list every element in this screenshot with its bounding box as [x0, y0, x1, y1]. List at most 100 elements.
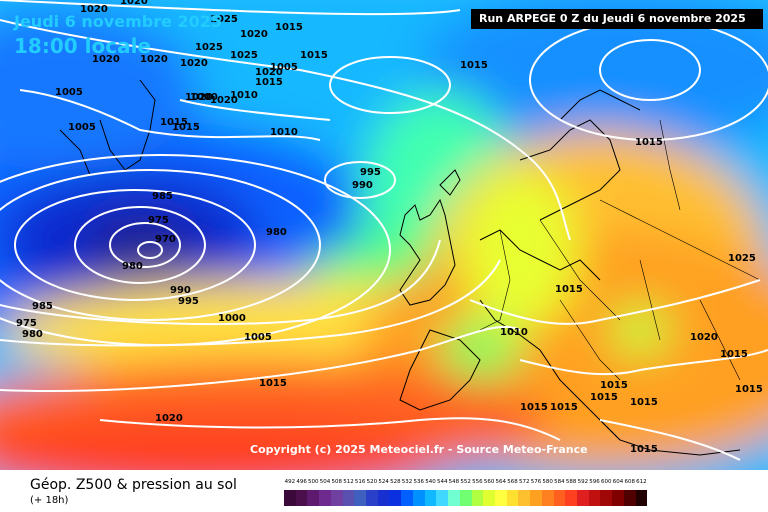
isobar-label: 1020 [140, 54, 168, 65]
legend-swatch [389, 490, 402, 506]
isobar-label: 1020 [120, 0, 148, 7]
forecast-date: Jeudi 6 novembre 2025 [14, 12, 223, 31]
legend-swatch [565, 490, 577, 506]
legend-swatch [623, 490, 636, 506]
legend-value: 500 [308, 479, 319, 485]
isobars [0, 0, 768, 460]
legend-swatch [295, 490, 308, 506]
isobar-label: 1005 [55, 87, 83, 98]
legend-value: 580 [542, 479, 553, 485]
isobar-label: 1015 [630, 444, 658, 455]
isobar-label: 1005 [244, 332, 272, 343]
legend-value: 604 [612, 479, 624, 485]
legend-swatch [588, 490, 601, 506]
isobar-label: 980 [266, 227, 287, 238]
legend-swatch [284, 490, 296, 506]
legend-swatch [471, 490, 484, 506]
isobar-label: 1020 [255, 67, 283, 78]
isobar-label: 1005 [270, 62, 298, 73]
legend-value: 528 [390, 479, 401, 485]
isobar-label: 1025 [728, 253, 756, 264]
legend-value: 532 [401, 479, 413, 485]
legend-value: 520 [366, 479, 378, 485]
legend-value: 524 [378, 479, 389, 485]
legend-swatch [330, 490, 343, 506]
legend-value: 508 [331, 479, 342, 485]
legend-value: 608 [624, 479, 635, 485]
isobar-label: 1020 [185, 92, 213, 103]
isobar-label: 990 [352, 180, 373, 191]
isobar-label: 1015 [172, 122, 200, 133]
isobar-label: 1015 [720, 349, 748, 360]
isobar-label: 1015 [590, 392, 618, 403]
isobar-label: 985 [152, 191, 173, 202]
isobar-label: 1015 [735, 384, 763, 395]
legend-value: 552 [460, 479, 471, 485]
legend-swatch [366, 490, 378, 506]
isobar-label: 1020 [180, 58, 208, 69]
legend-swatch [307, 490, 320, 506]
legend-value: 536 [413, 479, 425, 485]
isobar-label: 970 [155, 234, 176, 245]
color-scale [284, 490, 648, 506]
forecast-offset: (+ 18h) [30, 495, 69, 506]
legend-value: 612 [636, 479, 647, 485]
legend-swatch [553, 490, 566, 506]
map-title: Géop. Z500 & pression au sol [30, 477, 237, 493]
legend-swatch [600, 490, 613, 506]
isobar-label: 1025 [210, 14, 238, 25]
legend-value: 540 [425, 479, 436, 485]
legend-swatch [541, 490, 554, 506]
isobar-label: 1025 [230, 50, 258, 61]
isobar-label: 980 [22, 329, 43, 340]
legend-swatch [483, 490, 495, 506]
legend-value: 564 [495, 479, 507, 485]
isobar-label: 1015 [550, 402, 578, 413]
isobar-label: 1015 [160, 117, 188, 128]
legend-swatch [494, 490, 507, 506]
legend-value: 504 [319, 479, 331, 485]
legend-swatch [612, 490, 624, 506]
legend-swatch [354, 490, 367, 506]
isobar-label: 1015 [460, 60, 488, 71]
legend-value: 596 [589, 479, 600, 485]
run-info: Run ARPEGE 0 Z du Jeudi 6 novembre 2025 [471, 9, 763, 29]
legend-value: 568 [507, 479, 518, 485]
color-scale-labels: 492 496 500 504 508 512 516 520 524 528 532 536 540 5… [284, 479, 647, 485]
legend-value: 592 [577, 479, 589, 485]
legend-value: 572 [518, 479, 530, 485]
isobar-label: 1015 [275, 22, 303, 33]
legend-swatch [635, 490, 648, 506]
legend-swatch [518, 490, 531, 506]
isobar-label: 1010 [230, 90, 258, 101]
country-borders [479, 119, 761, 381]
isobar-label: 975 [16, 318, 37, 329]
copyright-notice: Copyright (c) 2025 Meteociel.fr - Source… [250, 443, 588, 456]
isobar-label: 1000 [190, 92, 218, 103]
legend-value: 492 [284, 479, 296, 485]
isobar-label: 1015 [555, 284, 583, 295]
legend-swatch [412, 490, 425, 506]
isobar-label: 1020 [92, 54, 120, 65]
isobar-label: 1010 [500, 327, 528, 338]
isobar-label: 1010 [270, 127, 298, 138]
isobar-label: 1015 [630, 397, 658, 408]
legend-swatch [530, 490, 542, 506]
isobar-label: 990 [170, 285, 191, 296]
legend-value: 548 [448, 479, 460, 485]
isobar-label: 1020 [210, 95, 238, 106]
isobar-label: 995 [178, 296, 199, 307]
legend-value: 556 [472, 479, 483, 485]
isobar-label: 1025 [195, 42, 223, 53]
isobar-label: 1015 [300, 50, 328, 61]
legend-value: 584 [554, 479, 565, 485]
legend-swatch [377, 490, 390, 506]
geopotential-field [0, 0, 768, 470]
isobar-label: 1005 [68, 122, 96, 133]
legend-value: 544 [436, 479, 448, 485]
legend-swatch [401, 490, 413, 506]
isobar-label: 1020 [80, 4, 108, 15]
isobar-label: 980 [122, 261, 143, 272]
isobar-label: 985 [32, 301, 53, 312]
